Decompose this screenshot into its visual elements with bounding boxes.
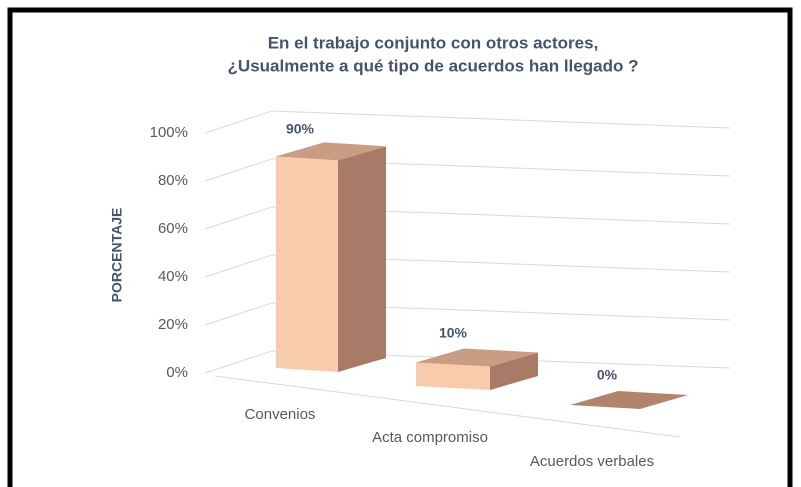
frame (7, 7, 793, 487)
bar-front (416, 362, 490, 390)
floor-line (214, 375, 681, 438)
chart-title: ¿Usualmente a qué tipo de acuerdos han l… (228, 56, 639, 75)
x-tick-label: Convenios (245, 406, 316, 423)
grid-line (204, 110, 731, 134)
y-tick-label: 20% (158, 316, 188, 333)
grid-line (204, 302, 731, 326)
bar-top (416, 348, 538, 367)
grid-line (204, 254, 731, 278)
y-tick-label: 80% (158, 172, 188, 189)
y-tick-label: 100% (150, 124, 188, 141)
data-label: 90% (286, 121, 315, 137)
bar-top (276, 142, 386, 161)
data-label: 0% (597, 367, 618, 383)
bar-side (490, 352, 538, 390)
chart-title: En el trabajo conjunto con otros actores… (268, 33, 599, 52)
y-tick-label: 40% (158, 268, 188, 285)
y-tick-label: 60% (158, 220, 188, 237)
data-label: 10% (439, 325, 468, 341)
y-tick-label: 0% (166, 364, 188, 381)
bar-side (338, 146, 386, 372)
bar-front (276, 156, 338, 372)
bar-top (570, 391, 688, 409)
grid-line (204, 350, 731, 374)
x-tick-label: Acta compromiso (372, 429, 488, 446)
grid-line (204, 206, 731, 230)
grid-line (204, 158, 731, 182)
x-tick-label: Acuerdos verbales (530, 453, 654, 470)
y-axis-label: PORCENTAJE (109, 208, 125, 303)
